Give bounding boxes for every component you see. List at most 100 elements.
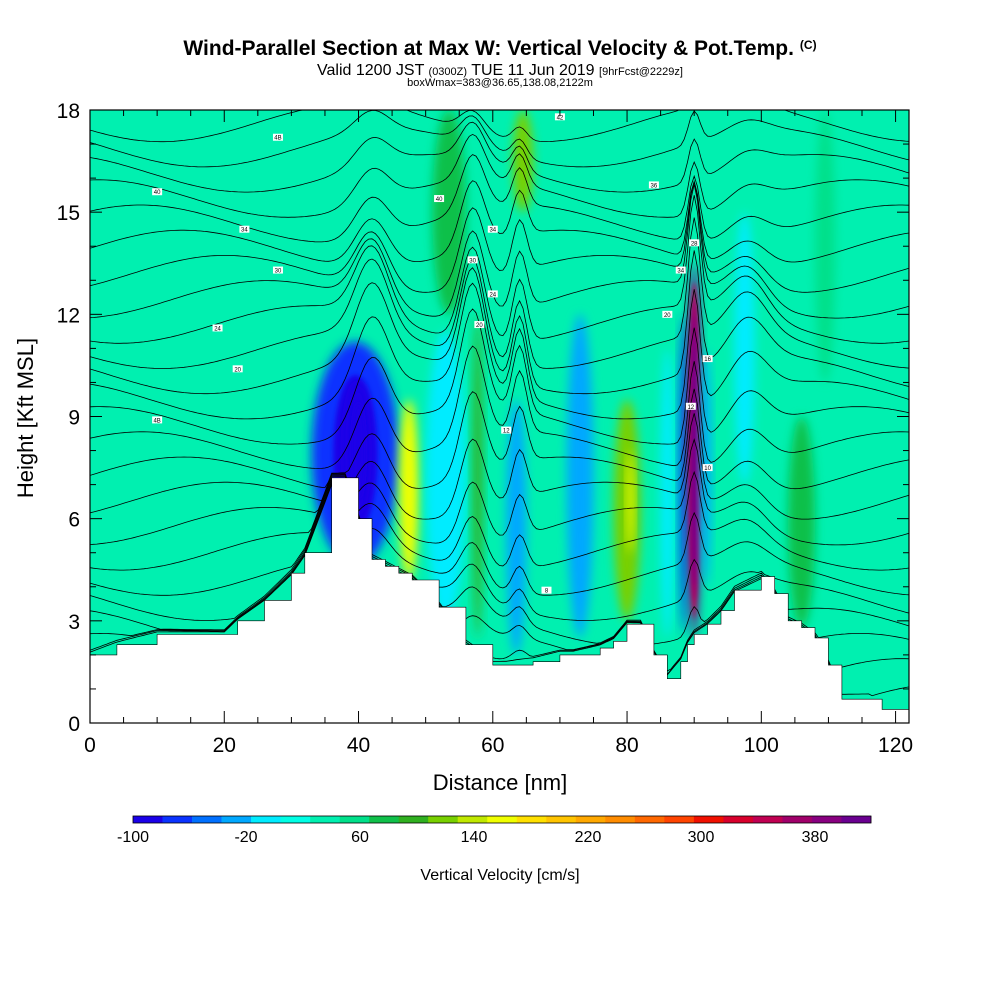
colorbar-tick-label: 220 [575, 829, 602, 846]
contour-label-box [467, 256, 478, 264]
box-wmax-info: boxWmax=383@36.65,138.08,2122m [407, 77, 593, 89]
contour-label-box [232, 365, 243, 373]
colorbar-swatch [133, 816, 163, 823]
theta-contour [90, 388, 909, 490]
contour-label: 34 [489, 228, 496, 234]
theta-contour [90, 181, 909, 293]
colorbar-tick-label: 300 [688, 829, 715, 846]
velocity-core [692, 315, 697, 586]
colorbar-swatch [280, 816, 311, 823]
valid-time-utc: (0300Z) [428, 66, 468, 78]
contour-label-box [487, 225, 498, 233]
colorbar-swatch [723, 816, 754, 823]
contour-label-box [239, 225, 250, 233]
contour-label: 20 [234, 367, 241, 373]
contour-label: 34 [241, 228, 248, 234]
contour-label: 20 [476, 323, 483, 329]
contour-label-box [662, 310, 673, 318]
theta-contour [90, 438, 909, 546]
x-axis-label: Distance [nm] [433, 770, 568, 795]
theta-contour [90, 184, 909, 319]
y-tick-label: 9 [68, 407, 80, 430]
theta-contour [90, 250, 909, 395]
velocity-cell [613, 399, 641, 621]
velocity-cell [627, 450, 634, 553]
contour-label-box [689, 239, 700, 247]
terrain [90, 477, 909, 723]
velocity-cell [472, 314, 483, 638]
contour-label-box [501, 426, 512, 434]
colorbar-swatch [457, 816, 488, 823]
colorbar-swatch [310, 816, 340, 823]
contour-label-box [541, 586, 552, 594]
y-tick-label: 12 [57, 304, 80, 327]
contour-label: 28 [691, 241, 698, 247]
contour-labels: 4B 40 34 30 24 20 4B 40 34 30 24 20 12 8 42 36 28 34 20 16 1… [152, 113, 713, 595]
x-tick-label: 60 [481, 734, 504, 757]
contour-label: 16 [704, 357, 711, 363]
contour-label-box [702, 355, 713, 363]
theta-contour [90, 217, 909, 369]
contour-label-box [675, 266, 686, 274]
contour-label: 12 [687, 405, 694, 411]
theta-contour [90, 470, 909, 571]
y-tick-label: 3 [68, 611, 80, 634]
chart-title: Wind-Parallel Section at Max W: Vertical… [0, 37, 1000, 61]
y-axis-label: Height [Kft MSL] [13, 338, 38, 498]
contour-label: 4B [153, 418, 160, 424]
colorbar-swatch [428, 816, 459, 823]
contour-label: 12 [503, 429, 510, 435]
colorbar-swatch [369, 816, 399, 823]
contour-label: 40 [436, 197, 443, 203]
colorbar-swatch [841, 816, 872, 823]
x-axis: 0 20 40 60 80 100 120 [84, 110, 913, 757]
colorbar-swatch [251, 816, 281, 823]
contour-label: 8 [545, 589, 549, 595]
contour-label-box [272, 266, 283, 274]
theta-contour [90, 345, 909, 469]
terrain-shape [90, 477, 909, 723]
copyright-mark: (C) [799, 38, 817, 52]
colorbar-tick-label: -20 [234, 829, 257, 846]
theta-contour [90, 110, 909, 143]
forecast-info: [9hrFcst@2229z] [599, 66, 683, 78]
contour-label-box [152, 188, 163, 196]
contour-label: 4B [274, 136, 281, 142]
velocity-cell [815, 110, 836, 383]
x-tick-label: 40 [347, 734, 370, 757]
colorbar-swatch [693, 816, 724, 823]
chart-title-text: Wind-Parallel Section at Max W: Vertical… [183, 37, 794, 60]
colorbar-swatch [487, 816, 518, 823]
contour-label: 36 [651, 183, 658, 189]
contour-label: 24 [214, 326, 221, 332]
theta-contour [90, 110, 909, 168]
theta-contour [90, 133, 909, 218]
theta-contour [90, 121, 909, 193]
valid-time: Valid 1200 JST [317, 62, 425, 79]
colorbar-swatch [752, 816, 783, 823]
colorbar-swatch [339, 816, 370, 823]
colorbar-swatch [811, 816, 842, 823]
colorbar-tick-label: 380 [802, 829, 829, 846]
velocity-cell [660, 348, 675, 638]
velocity-cell [506, 399, 527, 655]
contour-label-box [702, 464, 713, 472]
contour-label: 10 [704, 466, 711, 472]
velocity-cell [734, 212, 755, 485]
theta-contour [90, 179, 909, 263]
colorbar-swatch [664, 816, 695, 823]
y-tick-label: 18 [57, 100, 80, 123]
colorbar-swatch [516, 816, 547, 823]
y-tick-label: 15 [57, 202, 80, 225]
velocity-cell [566, 314, 594, 638]
contour-label: 40 [154, 190, 161, 196]
contour-label: 34 [677, 269, 684, 275]
colorbar-swatch [634, 816, 665, 823]
theta-contour [90, 413, 909, 520]
velocity-cell [432, 110, 466, 315]
contour-label-box [487, 290, 498, 298]
contour-label-box [272, 133, 283, 141]
y-tick-label: 0 [68, 713, 80, 736]
theta-contour [90, 195, 909, 344]
